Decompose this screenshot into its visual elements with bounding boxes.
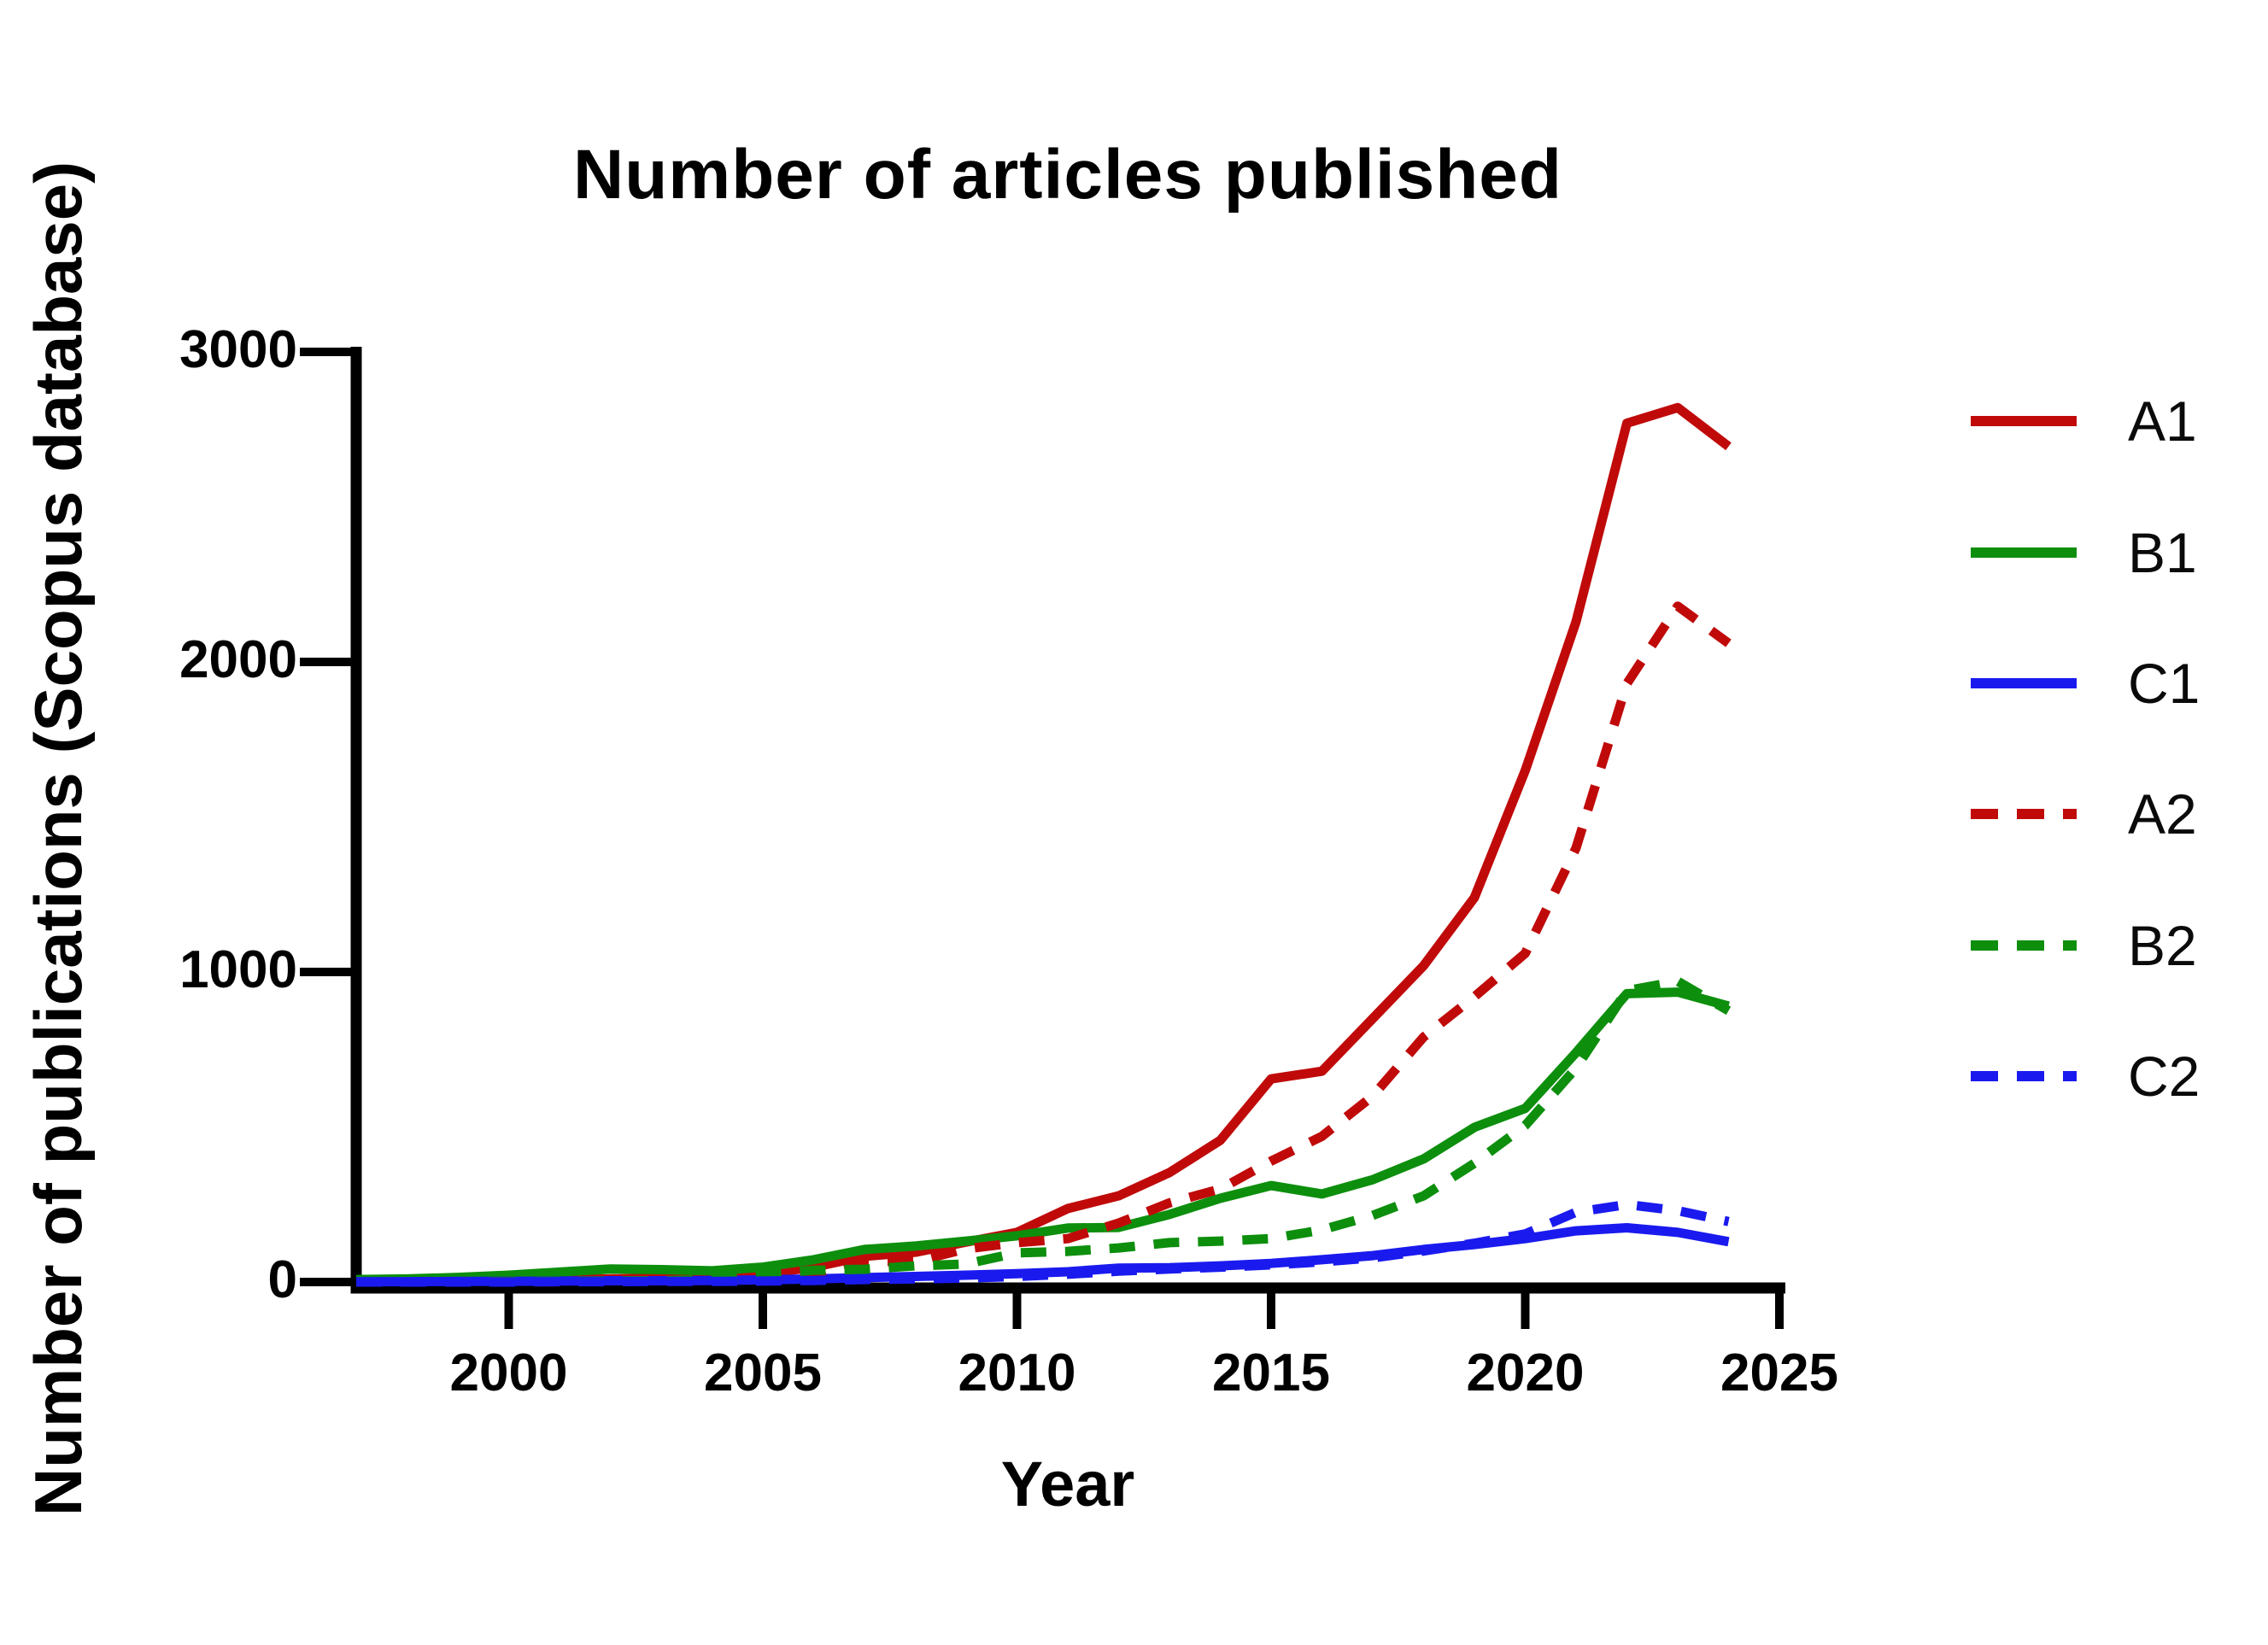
legend-label-B2: B2	[2128, 914, 2197, 977]
legend-swatch-A1	[1971, 416, 2077, 426]
y-tick-label: 1000	[179, 940, 297, 999]
legend-label-A1: A1	[2128, 389, 2197, 453]
series-line-B1	[355, 987, 1730, 1285]
legend-item-B2: B2	[1969, 906, 2197, 985]
legend-swatch-B1	[1971, 547, 2077, 558]
y-tick-label: 0	[267, 1250, 297, 1309]
legend-label-C2: C2	[2128, 1045, 2201, 1108]
legend-item-C2: C2	[1969, 1037, 2200, 1115]
series-line-A2	[356, 601, 1732, 1287]
x-axis-label: Year	[1000, 1449, 1135, 1519]
legend-item-C1: C1	[1969, 644, 2200, 723]
series-line-C2	[356, 1199, 1730, 1287]
y-tick-label: 3000	[179, 320, 297, 379]
legend-swatch-A2	[1971, 809, 2077, 819]
x-tick-label: 2010	[958, 1344, 1076, 1402]
legend-swatch-C1	[1971, 678, 2077, 688]
series-line-A1	[355, 402, 1732, 1286]
x-tick-label: 2015	[1212, 1344, 1330, 1402]
legend-label-B1: B1	[2128, 521, 2197, 584]
legend-swatch-C2	[1971, 1071, 2077, 1081]
legend-label-C1: C1	[2128, 652, 2201, 715]
legend-item-A1: A1	[1969, 382, 2197, 460]
y-tick-label: 2000	[179, 630, 297, 689]
x-tick-label: 2005	[704, 1344, 822, 1402]
legend-item-B1: B1	[1969, 513, 2197, 592]
legend-label-A2: A2	[2128, 782, 2197, 846]
legend-item-A2: A2	[1969, 775, 2197, 853]
legend-swatch-B2	[1971, 940, 2077, 951]
x-tick-label: 2000	[449, 1344, 568, 1402]
x-tick-label: 2020	[1466, 1344, 1585, 1402]
chart-title: Number of articles published	[573, 136, 1562, 214]
x-tick-label: 2025	[1720, 1344, 1838, 1402]
